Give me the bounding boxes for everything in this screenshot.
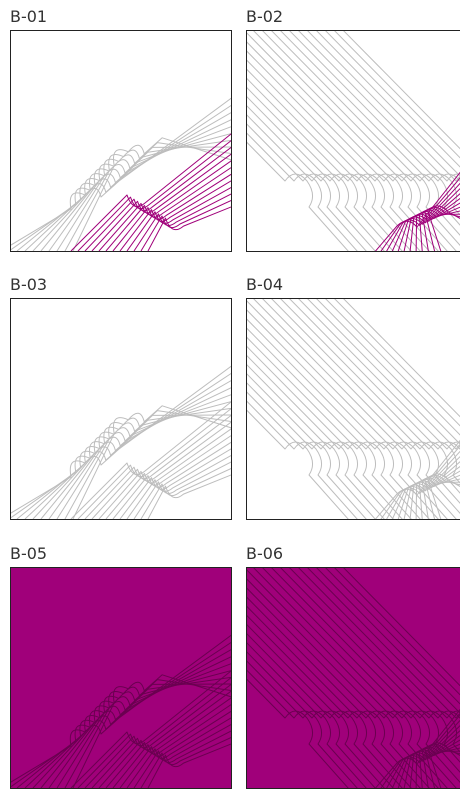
accent-line bbox=[374, 171, 460, 251]
accent-line bbox=[386, 182, 460, 251]
accent-line bbox=[424, 743, 460, 788]
accent-line bbox=[427, 742, 460, 788]
pattern-tile-b02 bbox=[246, 30, 460, 252]
accent-line bbox=[397, 193, 460, 251]
accent-line bbox=[409, 202, 460, 251]
accent-line bbox=[427, 473, 460, 519]
accent-line bbox=[133, 193, 231, 251]
line-pattern-art bbox=[11, 568, 231, 788]
line-pattern-art bbox=[11, 299, 231, 519]
pattern-tile-b01 bbox=[10, 30, 232, 252]
accent-line bbox=[391, 725, 460, 788]
accent-line bbox=[421, 476, 460, 519]
accent-line bbox=[140, 200, 231, 251]
tile-label-b05: B-05 bbox=[10, 544, 48, 563]
pattern-tile-b05 bbox=[10, 567, 232, 789]
pattern-line bbox=[56, 683, 231, 788]
tile-label-b06: B-06 bbox=[246, 544, 284, 563]
accent-line bbox=[415, 743, 460, 788]
tile-label-b03: B-03 bbox=[10, 275, 48, 294]
accent-line bbox=[147, 206, 231, 251]
accent-line bbox=[418, 746, 460, 788]
line-pattern-art bbox=[247, 299, 460, 519]
accent-line bbox=[421, 208, 460, 251]
accent-line bbox=[70, 133, 231, 251]
accent-line bbox=[415, 474, 460, 519]
accent-line bbox=[421, 745, 460, 788]
accent-line bbox=[140, 737, 231, 788]
pattern-line bbox=[64, 410, 231, 519]
accent-line bbox=[391, 188, 460, 251]
accent-line bbox=[147, 743, 231, 788]
accent-line bbox=[91, 690, 231, 788]
pattern-tile-b03 bbox=[10, 298, 232, 520]
accent-line bbox=[133, 730, 231, 788]
accent-line bbox=[91, 153, 231, 251]
tile-background bbox=[11, 31, 231, 251]
line-pattern-art bbox=[247, 568, 460, 788]
accent-line bbox=[374, 708, 460, 788]
accent-line bbox=[147, 474, 231, 519]
line-pattern-art bbox=[247, 31, 460, 251]
accent-line bbox=[133, 461, 231, 519]
accent-line bbox=[70, 670, 231, 788]
pattern-tile-b04 bbox=[246, 298, 460, 520]
accent-line bbox=[84, 414, 231, 519]
tile-label-b04: B-04 bbox=[246, 275, 284, 294]
pattern-line bbox=[64, 679, 231, 788]
accent-line bbox=[415, 206, 460, 251]
accent-line bbox=[77, 140, 231, 251]
accent-line bbox=[386, 450, 460, 519]
accent-line bbox=[427, 205, 460, 251]
pattern-line bbox=[72, 137, 231, 251]
tile-label-b01: B-01 bbox=[10, 7, 48, 26]
pattern-line bbox=[72, 674, 231, 788]
accent-line bbox=[91, 421, 231, 519]
accent-line bbox=[424, 474, 460, 519]
accent-line bbox=[77, 408, 231, 519]
accent-line bbox=[418, 477, 460, 519]
accent-line bbox=[70, 401, 231, 519]
accent-line bbox=[391, 456, 460, 519]
accent-line bbox=[397, 461, 460, 519]
accent-line bbox=[418, 209, 460, 251]
accent-line bbox=[84, 683, 231, 788]
line-pattern-art bbox=[11, 31, 231, 251]
accent-line bbox=[84, 146, 231, 251]
pattern-line bbox=[64, 142, 231, 251]
accent-line bbox=[386, 719, 460, 788]
accent-line bbox=[397, 730, 460, 788]
accent-line bbox=[140, 468, 231, 519]
tile-background bbox=[11, 299, 231, 519]
pattern-line bbox=[56, 414, 231, 519]
accent-line bbox=[424, 206, 460, 251]
tile-background bbox=[11, 568, 231, 788]
pattern-tile-b06 bbox=[246, 567, 460, 789]
pattern-line bbox=[72, 405, 231, 519]
tile-label-b02: B-02 bbox=[246, 7, 284, 26]
accent-line bbox=[409, 470, 460, 519]
accent-line bbox=[374, 439, 460, 519]
accent-line bbox=[409, 739, 460, 788]
pattern-line bbox=[56, 146, 231, 251]
accent-line bbox=[77, 677, 231, 788]
